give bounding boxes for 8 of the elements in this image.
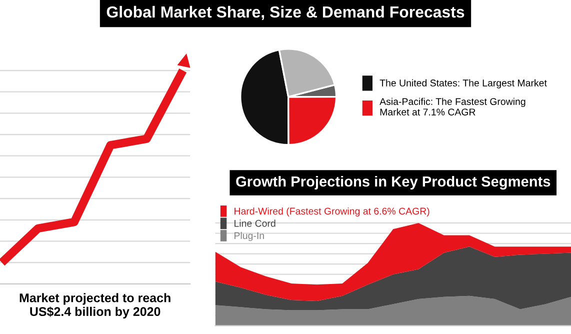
legend-label: Asia-Pacific: The Fastest Growing Market at 7.1% CAGR xyxy=(380,98,526,116)
chart-title: Growth Projections in Key Product Segments xyxy=(236,176,550,190)
text: Market projected to reach US$2.4 billion by 2020 xyxy=(20,293,170,318)
legend-label: Hard-Wired (Fastest Growing at 6.6% CAGR) xyxy=(234,207,430,217)
text: Global Market Share, Size & Demand Forecasts xyxy=(106,6,464,20)
legend-label: Line Cord xyxy=(234,220,276,227)
legend-label: Plug-In xyxy=(234,232,264,241)
legend-label: The United States: The Largest Market xyxy=(380,79,547,88)
